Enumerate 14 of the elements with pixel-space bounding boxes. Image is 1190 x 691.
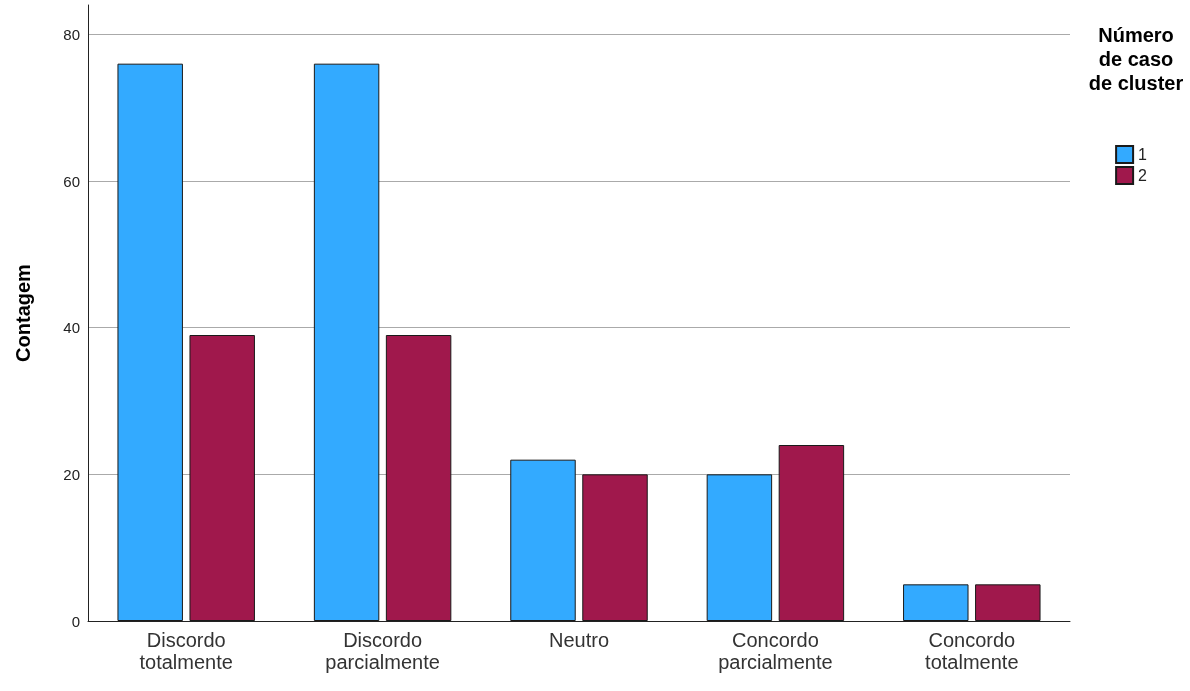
- legend-title: Número de caso de cluster: [1088, 24, 1184, 94]
- x-tick-label: Neutro: [548, 629, 610, 651]
- x-tick-label: Discordo parcialmente: [325, 629, 440, 673]
- y-tick-label: 0: [71, 612, 80, 630]
- x-tick-label: Discordo totalmente: [139, 629, 233, 673]
- legend-label: 2: [1138, 167, 1148, 184]
- y-axis-title: Contagem: [12, 264, 34, 362]
- x-tick-label: Concordo parcialmente: [718, 629, 833, 673]
- x-tick-label: Concordo totalmente: [925, 629, 1019, 673]
- y-tick-label: 60: [63, 172, 80, 190]
- legend-label: 1: [1138, 146, 1148, 163]
- y-tick-label: 80: [63, 25, 80, 43]
- y-tick-label: 40: [63, 319, 80, 337]
- y-tick-label: 20: [63, 465, 80, 483]
